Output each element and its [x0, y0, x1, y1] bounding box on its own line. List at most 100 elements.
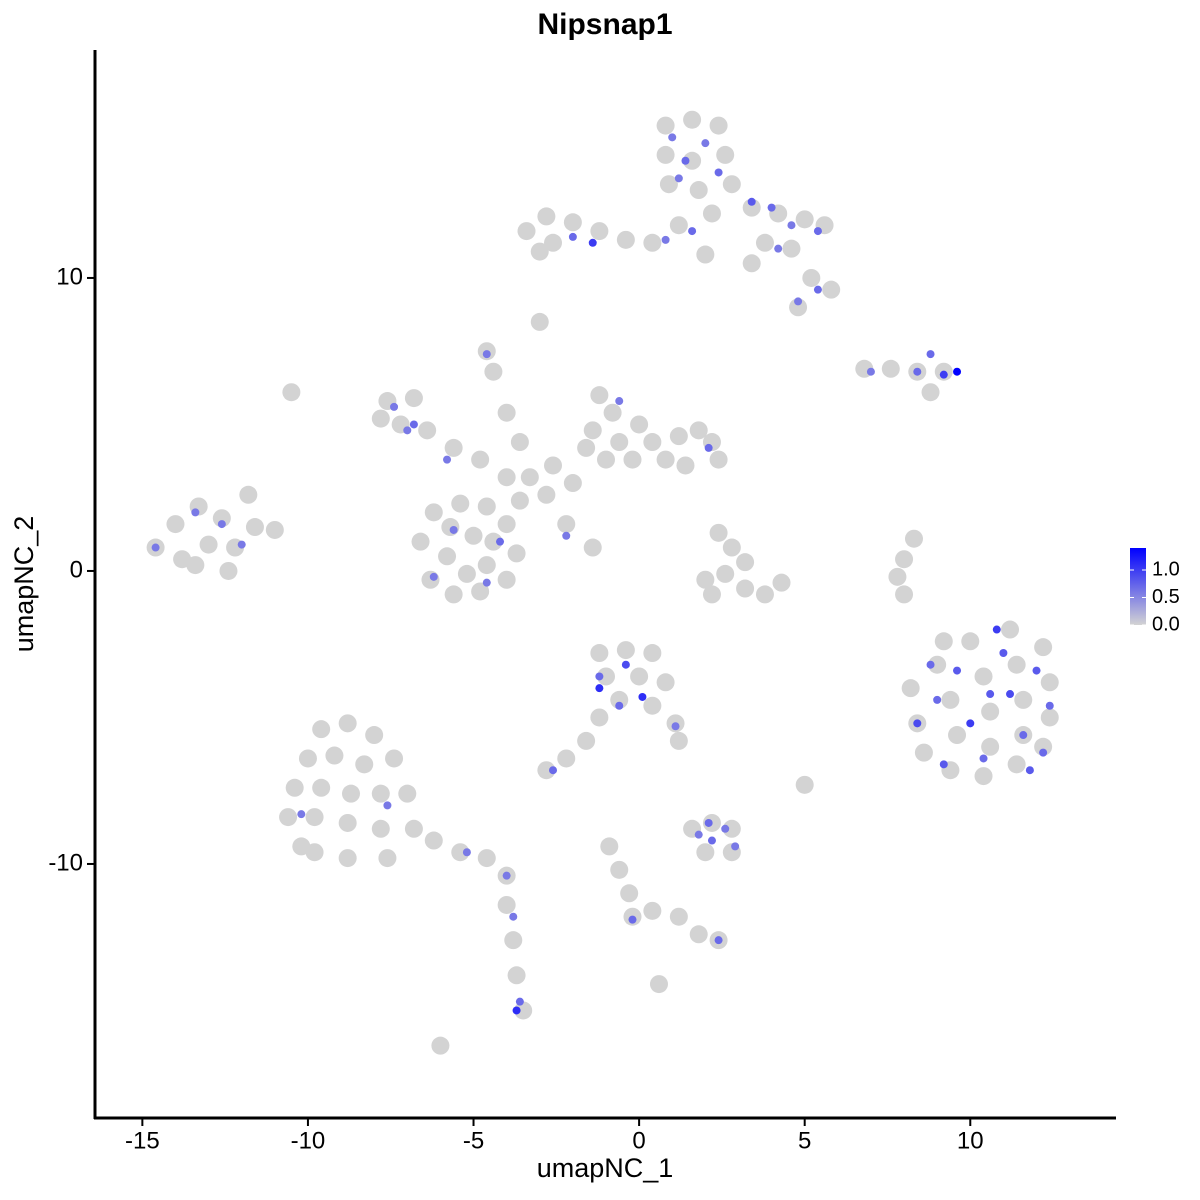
point: [297, 810, 306, 819]
point: [714, 168, 723, 177]
point: [643, 901, 662, 920]
point: [656, 450, 675, 469]
point: [794, 297, 803, 306]
point: [787, 221, 796, 230]
point: [1014, 690, 1033, 709]
point: [510, 433, 529, 452]
point: [537, 485, 556, 504]
colorbar-label: 0.5: [1152, 586, 1180, 608]
point: [755, 233, 774, 252]
point: [992, 625, 1001, 634]
point: [512, 1006, 521, 1015]
point: [921, 383, 940, 402]
point: [736, 579, 755, 598]
point: [537, 761, 556, 780]
point: [583, 538, 602, 557]
point: [385, 749, 404, 768]
point: [462, 848, 471, 857]
point: [403, 426, 412, 435]
point: [507, 966, 526, 985]
point: [689, 181, 708, 200]
point: [312, 778, 331, 797]
point: [484, 362, 503, 381]
point: [398, 784, 417, 803]
point: [802, 268, 821, 287]
y-tick-label: -10: [48, 849, 83, 876]
point: [341, 784, 360, 803]
point: [643, 233, 662, 252]
point: [298, 749, 317, 768]
point: [477, 556, 496, 575]
point: [709, 116, 728, 135]
point: [371, 819, 390, 838]
point: [716, 564, 735, 583]
point: [1019, 731, 1028, 740]
point: [707, 836, 716, 845]
point: [444, 438, 463, 457]
y-tick-label: 0: [70, 556, 83, 583]
point: [904, 529, 923, 548]
point: [888, 567, 907, 586]
point: [981, 737, 1000, 756]
point: [383, 801, 392, 810]
point: [913, 367, 922, 376]
point: [282, 383, 301, 402]
point: [441, 518, 460, 537]
point: [497, 468, 516, 487]
point: [721, 824, 730, 833]
chart-title: Nipsnap1: [537, 8, 672, 41]
point: [588, 238, 597, 247]
point: [694, 830, 703, 839]
point: [577, 731, 596, 750]
point: [510, 491, 529, 510]
point: [674, 174, 683, 183]
point: [643, 696, 662, 715]
point: [1045, 701, 1054, 710]
x-axis-title: umapNC_1: [537, 1153, 674, 1183]
point: [656, 673, 675, 692]
point: [747, 197, 756, 206]
point: [530, 242, 549, 261]
point: [199, 535, 218, 554]
point: [245, 518, 264, 537]
point: [312, 720, 331, 739]
point: [615, 701, 624, 710]
point: [451, 494, 470, 513]
point: [219, 561, 238, 580]
point: [563, 213, 582, 232]
point: [643, 433, 662, 452]
y-axis-title: umapNC_2: [9, 516, 39, 653]
point: [621, 660, 630, 669]
point: [774, 244, 783, 253]
point: [895, 585, 914, 604]
point: [471, 450, 490, 469]
point: [497, 570, 516, 589]
point: [404, 389, 423, 408]
point: [1007, 755, 1026, 774]
point: [659, 175, 678, 194]
point: [504, 931, 523, 950]
point: [544, 456, 563, 475]
point: [418, 421, 437, 440]
point: [772, 573, 791, 592]
point: [1040, 673, 1059, 692]
x-tick-label: -15: [125, 1127, 160, 1154]
point: [596, 667, 615, 686]
point: [704, 818, 713, 827]
point: [484, 532, 503, 551]
point: [623, 450, 642, 469]
point: [939, 760, 948, 769]
point: [722, 175, 741, 194]
point: [497, 403, 516, 422]
point: [338, 813, 357, 832]
point: [549, 766, 558, 775]
point: [714, 936, 723, 945]
point: [151, 543, 160, 552]
point: [702, 585, 721, 604]
point: [365, 726, 384, 745]
point: [563, 474, 582, 493]
point: [457, 564, 476, 583]
point: [709, 523, 728, 542]
point: [683, 110, 702, 129]
